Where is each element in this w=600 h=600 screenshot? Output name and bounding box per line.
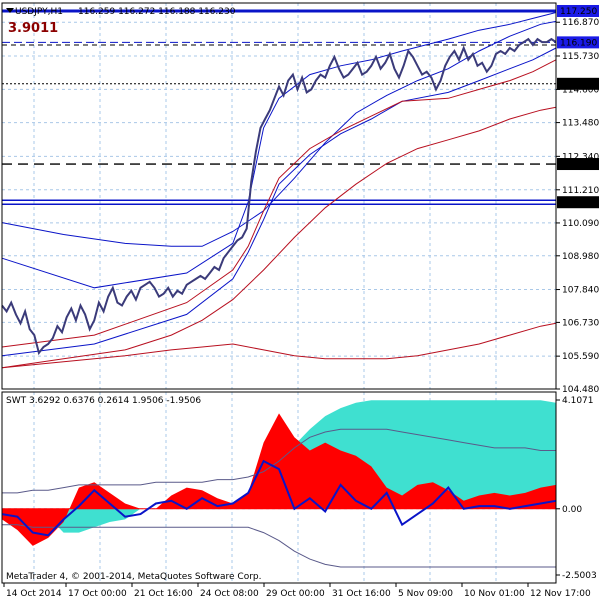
price-tag-label: 110.790 <box>560 198 597 208</box>
price-tag-box <box>557 196 599 209</box>
indicator-lower-envelope <box>2 524 556 568</box>
price-tick-label: 108.980 <box>562 252 599 262</box>
dropdown-triangle-icon[interactable] <box>6 8 14 13</box>
time-tick-label: 10 Nov 01:00 <box>464 589 525 599</box>
band-red-mid <box>1 59 557 348</box>
time-tick-label: 12 Nov 17:00 <box>530 589 591 599</box>
time-tick-label: 21 Oct 16:00 <box>134 589 193 599</box>
price-tick-label: 116.870 <box>562 18 599 28</box>
time-tick-label: 31 Oct 16:00 <box>332 589 391 599</box>
time-tick-label: 14 Oct 2014 <box>6 589 62 599</box>
price-bands <box>1 12 557 369</box>
horizontal-levels <box>2 9 556 205</box>
price-tick-label: 114.600 <box>562 85 599 95</box>
price-tick-label: 115.730 <box>562 52 599 62</box>
price-tag-label: 117.250 <box>560 7 597 17</box>
symbol-label: USDJPY,H1 <box>15 7 63 17</box>
indicator-tick-label: 0.00 <box>562 505 582 515</box>
time-tick-label: 29 Oct 00:00 <box>266 589 325 599</box>
band-blue-upper <box>1 12 557 289</box>
indicator-value: 3.9011 <box>8 21 58 36</box>
price-tag-label: 112.080 <box>560 160 597 170</box>
price-tick-label: 107.840 <box>562 286 599 296</box>
price-tick-label: 105.590 <box>562 352 599 362</box>
ohlc-values: 116.259 116.272 116.188 116.230 <box>78 7 236 17</box>
price-line <box>1 37 557 356</box>
indicator-panel-frame <box>1 391 557 584</box>
price-tick-label: 106.730 <box>562 318 599 328</box>
indicator-tick-label: -2.5003 <box>562 571 597 581</box>
price-tick-label: 111.210 <box>562 186 599 196</box>
indicator-tick-label: 4.1071 <box>562 396 594 406</box>
price-tag-box <box>557 4 599 17</box>
symbol-header: USDJPY,H1 116.259 116.272 116.188 116.23… <box>6 7 236 17</box>
time-tick-label: 5 Nov 09:00 <box>398 589 453 599</box>
copyright-text: MetaTrader 4, © 2001-2014, MetaQuotes So… <box>6 572 262 582</box>
price-tag-box <box>557 36 599 49</box>
indicator-header: SWT 3.6292 0.6376 0.2614 1.9506 -1.9506 <box>6 396 201 406</box>
indicator-upper-envelope <box>2 428 556 494</box>
indicator-oscillator-line <box>1 459 557 537</box>
main-panel-frame <box>1 2 557 390</box>
price-tick-label: 113.480 <box>562 119 599 129</box>
band-blue-lower <box>1 47 557 357</box>
price-tick-label: 112.340 <box>562 152 599 162</box>
indicator-red-area <box>2 413 556 546</box>
price-series <box>1 37 557 356</box>
price-tag-box <box>557 77 599 90</box>
time-tick-label: 24 Oct 08:00 <box>200 589 259 599</box>
axes: 116.870 115.730 114.600 113.480 112.340 111.2… <box>3 4 599 599</box>
price-tag-label: 116.190 <box>560 38 597 48</box>
price-tag-box <box>557 158 599 171</box>
time-tick-label: 17 Oct 00:00 <box>68 589 127 599</box>
price-tick-label: 110.090 <box>562 219 599 229</box>
frames <box>1 2 557 584</box>
price-tag-label: 114.790 <box>560 80 597 90</box>
band-blue-slow <box>1 20 557 247</box>
band-red-bottom <box>1 322 557 369</box>
price-tick-label: 104.480 <box>562 385 599 395</box>
indicator-panel <box>1 400 557 568</box>
band-red-slow <box>1 106 557 369</box>
